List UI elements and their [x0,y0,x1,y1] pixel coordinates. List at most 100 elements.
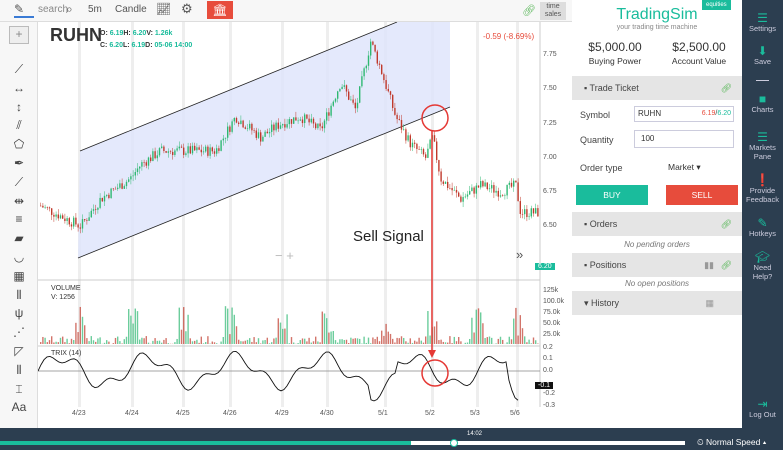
crosshair-icon[interactable]: + [9,26,29,44]
volume-bar [233,314,235,344]
buy-button[interactable]: BUY [576,185,648,205]
candle [70,224,73,227]
candle [209,147,211,156]
scroll-forward-icon[interactable]: » [516,247,524,262]
sidebar-charts[interactable]: ■ Charts [742,93,783,114]
bank-icon[interactable]: 🏛︎ [207,1,233,19]
text-tool-icon[interactable]: Aa [11,400,27,415]
volume-bar [222,337,224,344]
candle [317,123,319,129]
gear-icon[interactable]: ⚙ [181,1,193,16]
columns-tool-icon[interactable]: ⦀ [16,287,22,302]
volume-bar [359,338,361,344]
volume-bar [317,341,319,344]
volume-bar [502,339,504,344]
trade-ticket-header[interactable]: ▪ Trade Ticket 🔗︎ [572,76,742,100]
sidebar-feedback[interactable]: ❗ Provide Feedback [742,174,783,204]
day-separator [476,22,479,407]
sidebar-logout[interactable]: ⇥ Log Out [742,398,783,419]
fan-tool-icon[interactable]: ⋰ [13,325,25,340]
measure-tool-icon[interactable]: ⇹ [13,193,25,208]
volume-bar [231,307,233,344]
order-type-select[interactable]: Market ▾ [668,162,701,172]
sidebar-help[interactable]: 🎓︎ Need Help? [742,251,783,281]
volume-bar [482,323,484,344]
trix-line [38,350,519,402]
time-sales-button[interactable]: time sales [540,2,566,20]
brush-tool-icon[interactable]: ✒ [13,156,25,170]
playback-bar: 14:02 ⏲ Normal Speed ▴ [0,428,783,450]
interval-select[interactable]: 5m [88,4,102,15]
volume-bar [488,336,491,344]
account-value: $2,500.00 [672,40,726,54]
candle [97,207,99,210]
ruler-tool-icon[interactable]: ▰ [14,231,24,246]
search-input[interactable]: search [38,4,69,15]
link-icon[interactable]: 🔗︎ [522,5,536,17]
search-icon[interactable]: ⌕ [66,2,73,16]
zoom-controls[interactable]: − + [275,248,294,263]
sidebar-save[interactable]: ⬇ Save [742,45,783,66]
candle [519,201,521,214]
parallel-channel-tool-icon[interactable]: ⫽ [16,118,22,133]
pitchfork-tool-icon[interactable]: ψ [14,306,24,321]
volume-bar [95,341,97,344]
volume-bar [240,341,242,344]
sidebar-settings[interactable]: ☰ Settings [742,11,783,33]
volume-bar [196,339,198,344]
trend-line-tool-icon[interactable]: ⟋ [14,62,24,76]
volume-bar [290,337,293,344]
volume-bar [51,336,53,344]
signal-arrowhead [428,350,436,358]
quantity-input[interactable]: 100 [634,130,734,148]
history-chart-icon[interactable]: ▦ [705,298,714,308]
volume-bar [48,340,51,344]
positions-header[interactable]: ▪ Positions ▮▮ 🔗︎ [572,253,742,277]
range-tool-icon[interactable]: ⌶ [15,381,23,396]
orders-header[interactable]: ▪ Orders 🔗︎ [572,212,742,236]
polygon-tool-icon[interactable]: ⬠ [13,137,25,152]
candle [319,123,321,127]
draw-pencil-icon[interactable]: ✎ [14,2,34,18]
sidebar-hotkeys[interactable]: ✎ Hotkeys [742,217,783,238]
triangle-tool-icon[interactable]: ◸ [14,344,24,358]
progress-track[interactable] [0,441,685,445]
trade-panel: equities TradingSim your trading time ma… [572,0,742,428]
price-chart[interactable]: RUHN O: 6.19H: 6.20V: 1.26k C: 6.20L: 6.… [38,22,572,428]
candle [506,184,508,196]
candle [493,185,495,193]
volume-bar [134,308,136,344]
volume-bar [128,309,130,344]
link-icon[interactable]: 🔗︎ [720,219,732,229]
volume-bar [392,338,394,344]
sell-button[interactable]: SELL [666,185,738,205]
chart-type-select[interactable]: Candle [115,4,147,15]
volume-bar [117,336,119,344]
candle [108,194,110,199]
volume-bar [145,336,147,344]
candle [147,157,150,166]
ray-tool-icon[interactable]: ⟋ [14,174,24,189]
sidebar-label: Need Help? [752,263,773,281]
sidebar-markets-pane[interactable]: ☰ Markets Pane [742,131,783,161]
candle [453,189,455,191]
horizontal-line-tool-icon[interactable]: ↔ [13,80,25,95]
symbol-input[interactable]: RUHN 6.19/6.20 [634,106,734,122]
volume-bar [59,337,62,344]
candle [484,182,486,187]
link-icon[interactable]: 🔗︎ [720,260,732,270]
link-icon[interactable]: 🔗︎ [720,83,732,93]
arc-tool-icon[interactable]: ◡ [13,250,25,264]
menu-icon: ☰ [757,11,768,25]
speed-select[interactable]: ⏲ Normal Speed ▴ [697,437,767,447]
candle [196,147,198,151]
vertical-lines-tool-icon[interactable]: ⦀ [16,362,22,377]
bar-chart-icon[interactable]: ▮▮ [704,260,714,270]
gann-tool-icon[interactable]: ▦ [13,268,25,283]
indicators-icon[interactable]: 📈︎ [156,2,172,16]
progress-handle[interactable] [450,439,458,447]
history-header[interactable]: ▾ History ▦ [572,291,742,315]
horizontal-lines-tool-icon[interactable]: ≡ [15,212,23,227]
candle [370,41,372,56]
vertical-line-tool-icon[interactable]: ↕ [16,99,22,114]
